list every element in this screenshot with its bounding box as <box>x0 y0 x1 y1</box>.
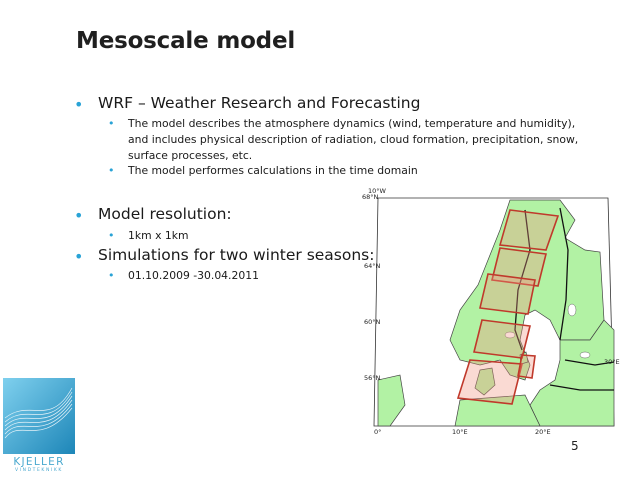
country-borders <box>514 207 615 391</box>
lat-label: 56°N <box>364 374 381 382</box>
bullet-dot-icon: • <box>108 164 115 177</box>
slide-title: Mesoscale model <box>76 28 296 54</box>
bullet-dot-icon: • <box>108 269 115 282</box>
bullet-text: Model resolution: <box>98 205 232 223</box>
lon-label-top: 10°W <box>368 187 386 195</box>
lon-label: 20°E <box>535 428 551 436</box>
wrf-domain-map: 68°N 10°W 64°N 60°N 56°N 0° 10°E 20°E 30… <box>360 187 626 440</box>
lon-label: 10°E <box>452 428 468 436</box>
bullet-text: Simulations for two winter seasons: <box>98 246 375 264</box>
bullet-text: WRF – Weather Research and Forecasting <box>98 94 421 112</box>
bullet-dot-icon: • <box>108 229 115 242</box>
logo-subtitle: VINDTEKNIKK <box>15 468 63 473</box>
bullet-text-line1: The model describes the atmosphere dynam… <box>128 117 576 130</box>
bullet-text-line3: surface processes, etc. <box>128 149 253 162</box>
lat-label: 64°N <box>364 262 381 270</box>
bullet-dot-icon: • <box>108 117 115 130</box>
logo-graphic <box>3 378 75 454</box>
lat-label: 68°N <box>362 193 379 201</box>
bullet-dot-icon: • <box>74 247 84 266</box>
lakes <box>504 303 591 359</box>
lat-label: 60°N <box>364 318 381 326</box>
wrf-domain-boxes <box>456 209 560 405</box>
page-number: 5 <box>571 439 579 453</box>
bullet-dot-icon: • <box>74 206 84 225</box>
lon-label: 0° <box>374 428 382 436</box>
company-logo <box>0 378 76 478</box>
map-graphic <box>373 197 615 427</box>
bullet-text-line2: and includes physical description of rad… <box>128 133 579 146</box>
lon-label: 30°E <box>604 358 620 366</box>
land-shapes <box>377 199 615 427</box>
bullet-text: The model performes calculations in the … <box>128 164 418 177</box>
logo-name: KJELLER <box>13 456 65 468</box>
bullet-text: 01.10.2009 -30.04.2011 <box>128 269 259 282</box>
bullet-text: 1km x 1km <box>128 229 189 242</box>
bullet-dot-icon: • <box>74 95 84 114</box>
